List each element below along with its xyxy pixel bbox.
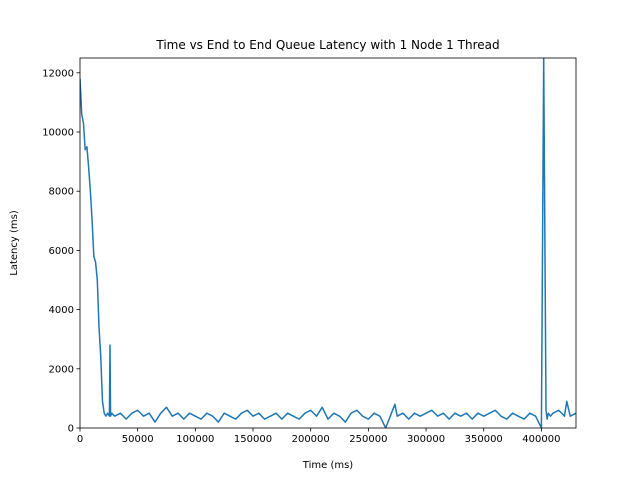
- y-tick-label: 2000: [49, 364, 74, 375]
- y-tick-label: 4000: [49, 305, 74, 316]
- x-tick-label: 50000: [122, 434, 154, 445]
- y-tick-label: 8000: [49, 187, 74, 198]
- x-tick-label: 250000: [349, 434, 387, 445]
- y-axis-ticks: 0 2000 4000 6000 8000 10000 12000: [42, 68, 80, 435]
- y-tick-label: 10000: [42, 128, 74, 139]
- plot-area-frame: [79, 57, 577, 429]
- y-tick-label: 0: [68, 424, 74, 435]
- x-axis-ticks: 0 50000 100000 150000 200000 250000 300000 3500…: [77, 428, 560, 445]
- latency-series-line: [80, 58, 576, 428]
- y-tick-label: 12000: [42, 68, 74, 79]
- x-tick-label: 300000: [407, 434, 445, 445]
- x-tick-label: 100000: [176, 434, 214, 445]
- x-axis-label: Time (ms): [302, 460, 354, 471]
- y-tick-label: 6000: [49, 246, 74, 257]
- y-axis-label: Latency (ms): [9, 210, 20, 276]
- x-tick-label: 350000: [465, 434, 503, 445]
- x-tick-label: 0: [77, 434, 83, 445]
- x-tick-label: 400000: [522, 434, 560, 445]
- x-tick-label: 200000: [292, 434, 330, 445]
- x-tick-label: 150000: [234, 434, 272, 445]
- chart-title: Time vs End to End Queue Latency with 1 …: [155, 38, 499, 52]
- series-layer: [80, 58, 576, 428]
